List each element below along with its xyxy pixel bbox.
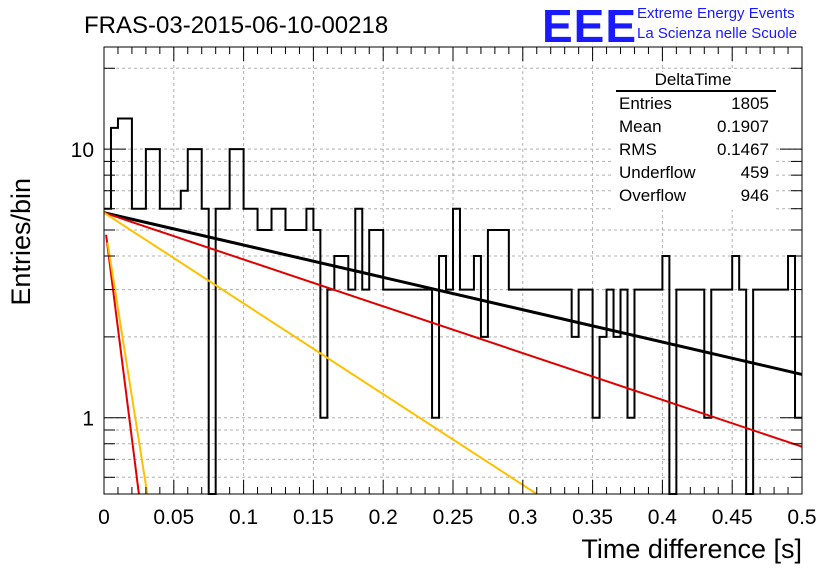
x-tick-label: 0.15 xyxy=(293,506,334,529)
x-tick-label: 0.4 xyxy=(648,506,678,529)
stats-box-bg xyxy=(612,72,774,210)
stats-label-overflow: Overflow xyxy=(619,186,687,205)
stats-value-rms: 0.1467 xyxy=(717,140,769,159)
x-tick-label: 0.45 xyxy=(712,506,753,529)
plot-frame xyxy=(103,46,803,495)
stats-value-overflow: 946 xyxy=(741,186,769,205)
y-axis-label: Entries/bin xyxy=(6,178,36,306)
fit-curve xyxy=(103,211,803,376)
fit-curve xyxy=(103,211,803,448)
fit-curve xyxy=(106,242,149,495)
x-tick-label: 0.35 xyxy=(572,506,613,529)
stats-label-underflow: Underflow xyxy=(619,163,696,182)
logo-line-2: La Scienza nelle Scuole xyxy=(637,25,797,42)
histogram-outline xyxy=(104,117,802,495)
x-tick-label: 0 xyxy=(98,506,110,529)
x-tick-label: 0.1 xyxy=(229,506,258,529)
y-tick-label: 1 xyxy=(82,408,94,431)
x-tick-label: 0.05 xyxy=(153,506,194,529)
x-tick-label: 0.25 xyxy=(433,506,474,529)
stats-box: DeltaTime Entries 1805 Mean 0.1907 RMS 0… xyxy=(612,70,776,210)
stats-value-entries: 1805 xyxy=(731,94,769,113)
x-axis-label: Time difference [s] xyxy=(581,534,802,564)
stats-value-underflow: 459 xyxy=(741,163,769,182)
x-tick-label: 0.3 xyxy=(508,506,537,529)
fit-curve xyxy=(105,234,140,495)
y-tick-label: 10 xyxy=(71,139,94,162)
axes: 0 0.05 0.1 0.15 0.2 0.25 0.3 0.35 0.4 0.45 0.5 1 10 xyxy=(71,46,817,529)
stats-label-entries: Entries xyxy=(619,94,672,113)
histogram xyxy=(104,117,802,495)
logo-letters: EEE xyxy=(542,0,637,52)
fit-curves xyxy=(103,211,803,495)
chart-title: FRAS-03-2015-06-10-00218 xyxy=(84,12,388,39)
stats-label-mean: Mean xyxy=(619,117,662,136)
stats-label-rms: RMS xyxy=(619,140,657,159)
fit-curve xyxy=(103,211,538,495)
logo-line-1: Extreme Energy Events xyxy=(637,5,795,22)
stats-value-mean: 0.1907 xyxy=(717,117,769,136)
x-tick-label: 0.5 xyxy=(787,506,816,529)
eee-logo: EEE Extreme Energy Events La Scienza nel… xyxy=(542,0,797,52)
stats-title: DeltaTime xyxy=(655,70,732,89)
x-tick-label: 0.2 xyxy=(369,506,398,529)
